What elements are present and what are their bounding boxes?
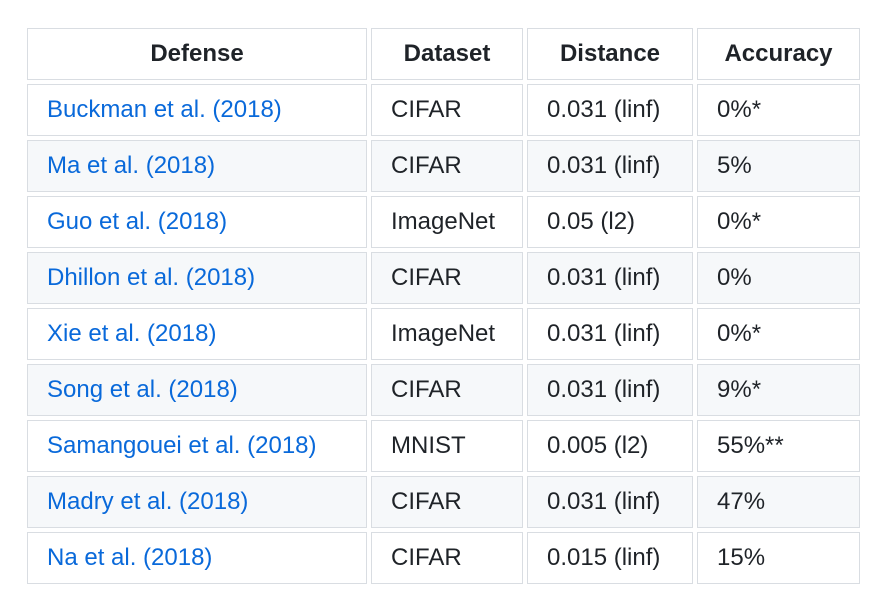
defense-link[interactable]: Xie et al. (2018) (47, 320, 217, 347)
defense-link[interactable]: Buckman et al. (2018) (47, 96, 282, 123)
accuracy-cell: 0%* (697, 196, 860, 248)
table-row: Buckman et al. (2018) CIFAR 0.031 (linf)… (27, 84, 860, 136)
column-header-distance: Distance (527, 28, 693, 80)
table-row: Song et al. (2018) CIFAR 0.031 (linf) 9%… (27, 364, 860, 416)
dataset-cell: ImageNet (371, 308, 523, 360)
defense-link[interactable]: Dhillon et al. (2018) (47, 264, 256, 291)
distance-cell: 0.031 (linf) (527, 364, 693, 416)
accuracy-cell: 55%** (697, 420, 860, 472)
defense-link[interactable]: Madry et al. (2018) (47, 488, 249, 515)
distance-cell: 0.031 (linf) (527, 84, 693, 136)
distance-cell: 0.031 (linf) (527, 308, 693, 360)
column-header-defense: Defense (27, 28, 367, 80)
dataset-cell: MNIST (371, 420, 523, 472)
defense-cell: Xie et al. (2018) (27, 308, 367, 360)
defense-cell: Buckman et al. (2018) (27, 84, 367, 136)
accuracy-cell: 15% (697, 532, 860, 584)
dataset-cell: CIFAR (371, 532, 523, 584)
distance-cell: 0.031 (linf) (527, 476, 693, 528)
defense-link[interactable]: Samangouei et al. (2018) (47, 432, 317, 459)
table-row: Ma et al. (2018) CIFAR 0.031 (linf) 5% (27, 140, 860, 192)
dataset-cell: CIFAR (371, 84, 523, 136)
dataset-cell: ImageNet (371, 196, 523, 248)
defense-cell: Song et al. (2018) (27, 364, 367, 416)
table-row: Madry et al. (2018) CIFAR 0.031 (linf) 4… (27, 476, 860, 528)
defense-cell: Na et al. (2018) (27, 532, 367, 584)
defense-cell: Samangouei et al. (2018) (27, 420, 367, 472)
dataset-cell: CIFAR (371, 476, 523, 528)
column-header-dataset: Dataset (371, 28, 523, 80)
table-header: Defense Dataset Distance Accuracy (27, 28, 860, 80)
page: Defense Dataset Distance Accuracy Buckma… (23, 24, 864, 588)
column-header-accuracy: Accuracy (697, 28, 860, 80)
distance-cell: 0.031 (linf) (527, 252, 693, 304)
distance-cell: 0.005 (l2) (527, 420, 693, 472)
defense-link[interactable]: Song et al. (2018) (47, 376, 238, 403)
distance-cell: 0.05 (l2) (527, 196, 693, 248)
table-row: Na et al. (2018) CIFAR 0.015 (linf) 15% (27, 532, 860, 584)
accuracy-cell: 5% (697, 140, 860, 192)
defense-link[interactable]: Guo et al. (2018) (47, 208, 228, 235)
table-row: Samangouei et al. (2018) MNIST 0.005 (l2… (27, 420, 860, 472)
defense-cell: Ma et al. (2018) (27, 140, 367, 192)
defense-link[interactable]: Na et al. (2018) (47, 544, 213, 571)
accuracy-cell: 0%* (697, 308, 860, 360)
table-body: Buckman et al. (2018) CIFAR 0.031 (linf)… (27, 84, 860, 584)
defense-cell: Guo et al. (2018) (27, 196, 367, 248)
table-row: Dhillon et al. (2018) CIFAR 0.031 (linf)… (27, 252, 860, 304)
dataset-cell: CIFAR (371, 140, 523, 192)
defense-cell: Dhillon et al. (2018) (27, 252, 367, 304)
distance-cell: 0.015 (linf) (527, 532, 693, 584)
accuracy-cell: 0% (697, 252, 860, 304)
defense-link[interactable]: Ma et al. (2018) (47, 152, 216, 179)
defense-cell: Madry et al. (2018) (27, 476, 367, 528)
table-row: Xie et al. (2018) ImageNet 0.031 (linf) … (27, 308, 860, 360)
dataset-cell: CIFAR (371, 364, 523, 416)
header-row: Defense Dataset Distance Accuracy (27, 28, 860, 80)
accuracy-cell: 9%* (697, 364, 860, 416)
accuracy-cell: 47% (697, 476, 860, 528)
accuracy-cell: 0%* (697, 84, 860, 136)
defense-results-table: Defense Dataset Distance Accuracy Buckma… (23, 24, 864, 588)
dataset-cell: CIFAR (371, 252, 523, 304)
distance-cell: 0.031 (linf) (527, 140, 693, 192)
table-row: Guo et al. (2018) ImageNet 0.05 (l2) 0%* (27, 196, 860, 248)
